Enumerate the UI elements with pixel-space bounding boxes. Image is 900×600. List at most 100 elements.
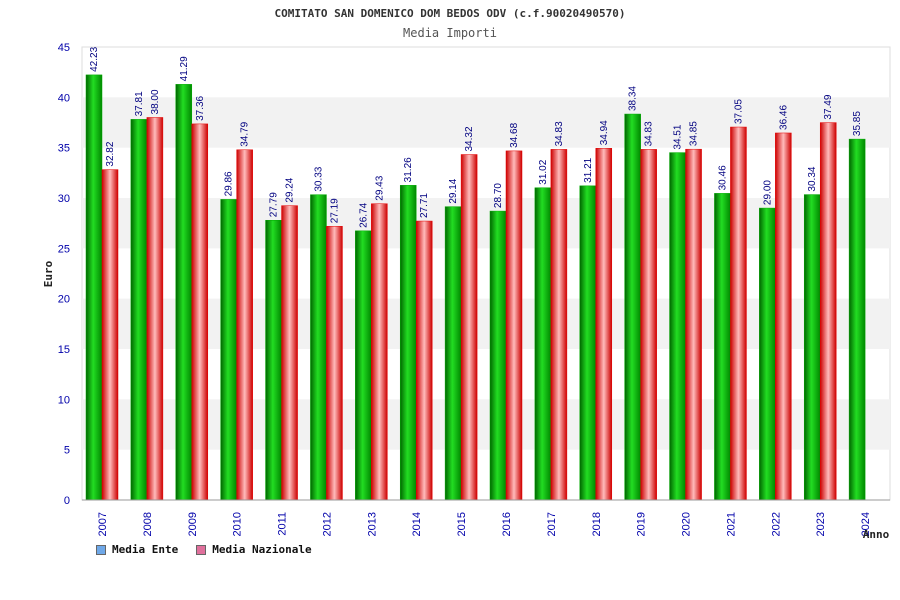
- bar-media-nazionale-2020: [685, 148, 702, 501]
- bar-media-ente-2008: [130, 119, 148, 501]
- bar-media-ente-2020: [669, 152, 686, 501]
- bar-media-ente-2009: [175, 84, 193, 501]
- data-label: 32.82: [105, 141, 116, 166]
- x-tick-label: 2010: [232, 512, 244, 536]
- x-tick-label: 2017: [546, 512, 558, 536]
- x-tick-label: 2015: [456, 512, 468, 536]
- data-label: 37.05: [733, 99, 744, 124]
- bar-media-ente-2013: [355, 230, 372, 501]
- grid-band: [82, 198, 890, 249]
- y-tick-label: 40: [58, 92, 70, 104]
- data-label: 29.14: [448, 178, 459, 203]
- data-label: 30.46: [717, 165, 728, 190]
- y-tick-label: 20: [58, 294, 70, 306]
- data-label: 30.33: [313, 166, 324, 191]
- data-label: 34.83: [554, 121, 565, 146]
- data-label: 29.43: [374, 175, 385, 200]
- bar-media-ente-2018: [579, 185, 597, 501]
- x-tick-label: 2007: [97, 512, 109, 536]
- data-label: 31.21: [583, 157, 594, 182]
- data-label: 37.49: [823, 94, 834, 119]
- x-tick-label: 2009: [187, 512, 199, 536]
- bar-media-nazionale-2019: [640, 149, 657, 501]
- data-label: 41.29: [179, 56, 190, 81]
- x-tick-label: 2024: [860, 512, 872, 536]
- bar-media-ente-2007: [85, 74, 103, 501]
- bar-media-nazionale-2015: [460, 154, 478, 501]
- y-axis-ticks: 0 5 10 15 20 25 30 35 40 45: [58, 42, 70, 507]
- data-label: 34.79: [240, 121, 251, 146]
- x-axis-ticks: 2007 2008 2009 2010 2011 2012 2013 2014 2015 2016…: [97, 512, 872, 536]
- data-label: 34.83: [644, 121, 655, 146]
- bar-media-nazionale-2011: [281, 205, 298, 501]
- data-label: 38.00: [150, 89, 161, 114]
- data-label: 29.24: [285, 177, 296, 202]
- bar-media-ente-2023: [803, 194, 821, 501]
- x-tick-label: 2020: [681, 512, 693, 536]
- bars: 42.23 37.81 41.29 29.86 27.79 30.33 26.74 31.26…: [85, 46, 866, 501]
- data-label: 38.34: [628, 86, 639, 111]
- data-label: 34.68: [509, 122, 520, 147]
- y-tick-label: 35: [58, 143, 70, 155]
- bar-media-nazionale-2017: [550, 149, 568, 501]
- legend-label-media-ente: Media Ente: [112, 543, 179, 556]
- data-label: 27.71: [419, 193, 430, 218]
- x-tick-label: 2018: [591, 512, 603, 536]
- x-tick-label: 2023: [815, 512, 827, 536]
- grid-band: [82, 298, 890, 349]
- bar-media-nazionale-2013: [371, 203, 388, 501]
- bar-media-nazionale-2007: [101, 169, 119, 501]
- x-tick-label: 2016: [501, 512, 513, 536]
- legend: Media Ente Media Nazionale: [96, 543, 312, 556]
- bar-media-nazionale-2012: [326, 226, 343, 501]
- data-label: 36.46: [778, 105, 789, 130]
- bar-media-nazionale-2016: [505, 150, 523, 501]
- y-tick-label: 5: [64, 445, 70, 457]
- y-tick-label: 0: [64, 495, 70, 507]
- data-label: 30.34: [807, 166, 818, 191]
- data-label: 27.19: [329, 198, 340, 223]
- data-label: 29.00: [762, 180, 773, 205]
- data-label: 28.70: [493, 183, 504, 208]
- legend-swatch-media-ente: [96, 544, 106, 555]
- bar-media-ente-2017: [534, 187, 552, 501]
- bar-media-nazionale-2022: [775, 132, 792, 501]
- bar-media-ente-2015: [444, 206, 462, 501]
- bar-media-ente-2024: [848, 138, 866, 501]
- bar-media-ente-2010: [220, 199, 237, 501]
- legend-swatch-media-nazionale: [196, 544, 207, 555]
- x-tick-label: 2012: [321, 512, 333, 536]
- data-label: 31.02: [538, 159, 549, 184]
- bar-media-ente-2011: [265, 219, 282, 501]
- bar-media-ente-2012: [310, 194, 327, 501]
- data-label: 37.36: [195, 95, 206, 120]
- bar-media-nazionale-2010: [236, 149, 253, 501]
- bar-media-nazionale-2008: [146, 117, 164, 501]
- legend-item-media-ente: Media Ente: [96, 543, 178, 556]
- bar-media-nazionale-2009: [191, 123, 209, 501]
- grid-band: [82, 399, 890, 450]
- data-label: 35.85: [852, 111, 863, 136]
- x-tick-label: 2014: [411, 512, 423, 536]
- y-tick-label: 10: [58, 394, 70, 406]
- x-tick-label: 2013: [366, 512, 378, 536]
- grid-bands: [81, 46, 891, 501]
- bar-media-nazionale-2023: [819, 122, 837, 501]
- legend-item-media-nazionale: Media Nazionale: [196, 543, 312, 556]
- bar-media-ente-2022: [759, 207, 776, 501]
- x-tick-label: 2019: [636, 512, 648, 536]
- data-label: 34.85: [689, 121, 700, 146]
- chart-title: COMITATO SAN DOMENICO DOM BEDOS ODV (c.f…: [275, 7, 626, 20]
- grid-band: [82, 97, 890, 148]
- data-label: 27.79: [269, 192, 280, 217]
- data-label: 29.86: [224, 171, 235, 196]
- data-label: 42.23: [89, 46, 100, 71]
- y-tick-label: 25: [58, 243, 70, 255]
- data-label: 26.74: [358, 202, 369, 227]
- bar-media-nazionale-2014: [415, 220, 433, 501]
- y-tick-label: 30: [58, 193, 70, 205]
- data-label: 34.94: [599, 120, 610, 145]
- bar-media-ente-2016: [489, 210, 507, 501]
- bar-media-ente-2021: [714, 193, 731, 501]
